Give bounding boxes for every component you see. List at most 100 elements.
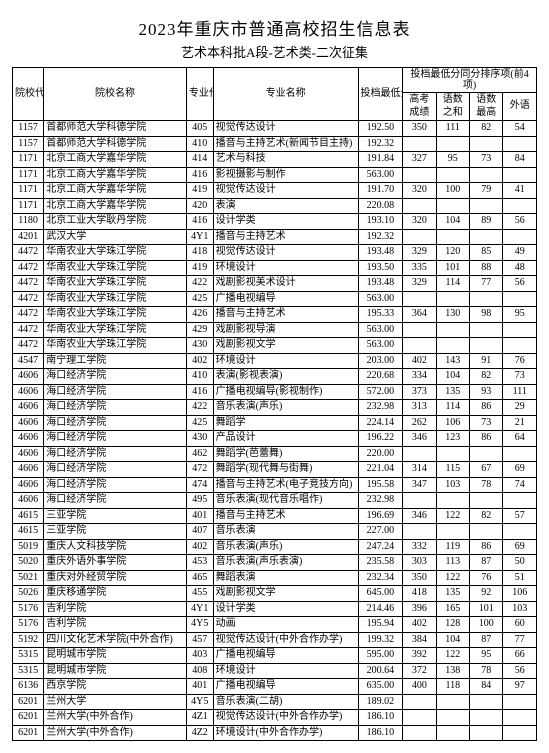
table-cell — [470, 136, 503, 152]
table-cell: 85 — [470, 245, 503, 261]
table-cell: 首都师范大学科德学院 — [44, 136, 187, 152]
table-cell: 4606 — [13, 369, 44, 385]
th-yushu-sum: 语数之和 — [436, 93, 469, 121]
table-cell: 111 — [503, 384, 537, 400]
table-cell: 73 — [503, 369, 537, 385]
table-cell: 北京工商大学嘉华学院 — [44, 152, 187, 168]
table-cell: 兰州大学 — [44, 694, 187, 710]
table-cell: 350 — [403, 121, 436, 137]
table-row: 1171北京工商大学嘉华学院414艺术与科技191.84327957384 — [13, 152, 537, 168]
table-cell: 420 — [186, 198, 213, 214]
table-cell: 5176 — [13, 617, 44, 633]
th-major-name: 专业名称 — [213, 68, 358, 121]
table-cell: 635.00 — [358, 679, 403, 695]
table-cell: 北京工业大学耿丹学院 — [44, 214, 187, 230]
table-cell: 329 — [403, 245, 436, 261]
table-row: 4472华南农业大学珠江学院419环境设计193.503351018848 — [13, 260, 537, 276]
table-cell: 武汉大学 — [44, 229, 187, 245]
table-cell — [470, 198, 503, 214]
table-cell — [403, 493, 436, 509]
table-cell: 5019 — [13, 539, 44, 555]
table-cell: 430 — [186, 431, 213, 447]
table-cell: 193.10 — [358, 214, 403, 230]
table-cell: 67 — [470, 462, 503, 478]
table-cell: 动画 — [213, 617, 358, 633]
page-title: 2023年重庆市普通高校招生信息表 — [12, 15, 537, 40]
table-row: 4472华南农业大学珠江学院426播音与主持艺术195.333641309895 — [13, 307, 537, 323]
table-cell: 4547 — [13, 353, 44, 369]
table-cell: 6136 — [13, 679, 44, 695]
table-cell: 三亚学院 — [44, 508, 187, 524]
table-row: 4615三亚学院407音乐表演227.00 — [13, 524, 537, 540]
table-cell: 4Z2 — [186, 725, 213, 741]
admissions-table: 院校代号 院校名称 专业代号 专业名称 投档最低分 投档最低分同分排序项(前4项… — [12, 67, 537, 741]
table-row: 4606海口经济学院410表演(影视表演)220.683341048273 — [13, 369, 537, 385]
table-cell: 4472 — [13, 276, 44, 292]
table-cell: 192.50 — [358, 121, 403, 137]
table-row: 6201兰州大学(中外合作)4Z1视觉传达设计(中外合作办学)186.10 — [13, 710, 537, 726]
table-cell: 227.00 — [358, 524, 403, 540]
table-cell: 环境设计(中外合作办学) — [213, 725, 358, 741]
table-cell: 426 — [186, 307, 213, 323]
table-cell: 华南农业大学珠江学院 — [44, 291, 187, 307]
table-cell: 114 — [436, 400, 469, 416]
table-cell: 346 — [403, 508, 436, 524]
table-cell: 4606 — [13, 493, 44, 509]
table-cell: 220.00 — [358, 446, 403, 462]
table-cell — [503, 524, 537, 540]
table-cell: 203.00 — [358, 353, 403, 369]
table-cell: 135 — [436, 586, 469, 602]
table-row: 1171北京工商大学嘉华学院419视觉传达设计191.703201007941 — [13, 183, 537, 199]
table-row: 1171北京工商大学嘉华学院416影视摄影与制作563.00 — [13, 167, 537, 183]
table-cell: 78 — [470, 477, 503, 493]
table-cell: 410 — [186, 136, 213, 152]
table-cell: 50 — [503, 555, 537, 571]
th-major-code: 专业代号 — [186, 68, 213, 121]
table-cell — [403, 291, 436, 307]
table-cell: 114 — [436, 276, 469, 292]
table-row: 5192四川文化艺术学院(中外合作)457视觉传达设计(中外合作办学)199.3… — [13, 632, 537, 648]
table-cell: 56 — [503, 214, 537, 230]
table-cell: 海口经济学院 — [44, 369, 187, 385]
table-cell: 4201 — [13, 229, 44, 245]
table-cell — [436, 524, 469, 540]
table-row: 6136西京学院401广播电视编导635.004001188497 — [13, 679, 537, 695]
table-cell: 401 — [186, 508, 213, 524]
table-cell: 113 — [436, 555, 469, 571]
table-row: 4547南宁理工学院402环境设计203.004021439176 — [13, 353, 537, 369]
table-row: 4606海口经济学院430产品设计196.223461238664 — [13, 431, 537, 447]
table-row: 5315昆明城市学院403广播电视编导595.003921229566 — [13, 648, 537, 664]
table-cell: 645.00 — [358, 586, 403, 602]
table-cell: 兰州大学(中外合作) — [44, 725, 187, 741]
table-cell: 69 — [503, 462, 537, 478]
table-cell: 414 — [186, 152, 213, 168]
table-cell: 314 — [403, 462, 436, 478]
table-cell: 播音与主持艺术 — [213, 307, 358, 323]
table-cell: 563.00 — [358, 291, 403, 307]
table-cell: 410 — [186, 369, 213, 385]
table-cell: 戏剧影视美术设计 — [213, 276, 358, 292]
table-cell: 重庆移通学院 — [44, 586, 187, 602]
table-cell: 78 — [470, 663, 503, 679]
table-cell: 191.70 — [358, 183, 403, 199]
table-cell: 103 — [503, 601, 537, 617]
table-cell: 224.14 — [358, 415, 403, 431]
table-cell: 247.24 — [358, 539, 403, 555]
table-cell: 华南农业大学珠江学院 — [44, 322, 187, 338]
table-cell: 播音与主持艺术(新闻节目主持) — [213, 136, 358, 152]
table-cell: 昆明城市学院 — [44, 648, 187, 664]
th-min-score: 投档最低分 — [358, 68, 403, 121]
table-cell: 戏剧影视导演 — [213, 322, 358, 338]
table-cell: 5026 — [13, 586, 44, 602]
table-cell: 384 — [403, 632, 436, 648]
table-cell: 广播电视编导(影视制作) — [213, 384, 358, 400]
table-cell: 350 — [403, 570, 436, 586]
table-cell: 418 — [403, 586, 436, 602]
table-cell: 563.00 — [358, 322, 403, 338]
table-cell: 设计学类 — [213, 214, 358, 230]
table-cell: 41 — [503, 183, 537, 199]
table-cell: 76 — [470, 570, 503, 586]
table-cell: 57 — [503, 508, 537, 524]
table-cell — [503, 198, 537, 214]
table-cell: 64 — [503, 431, 537, 447]
